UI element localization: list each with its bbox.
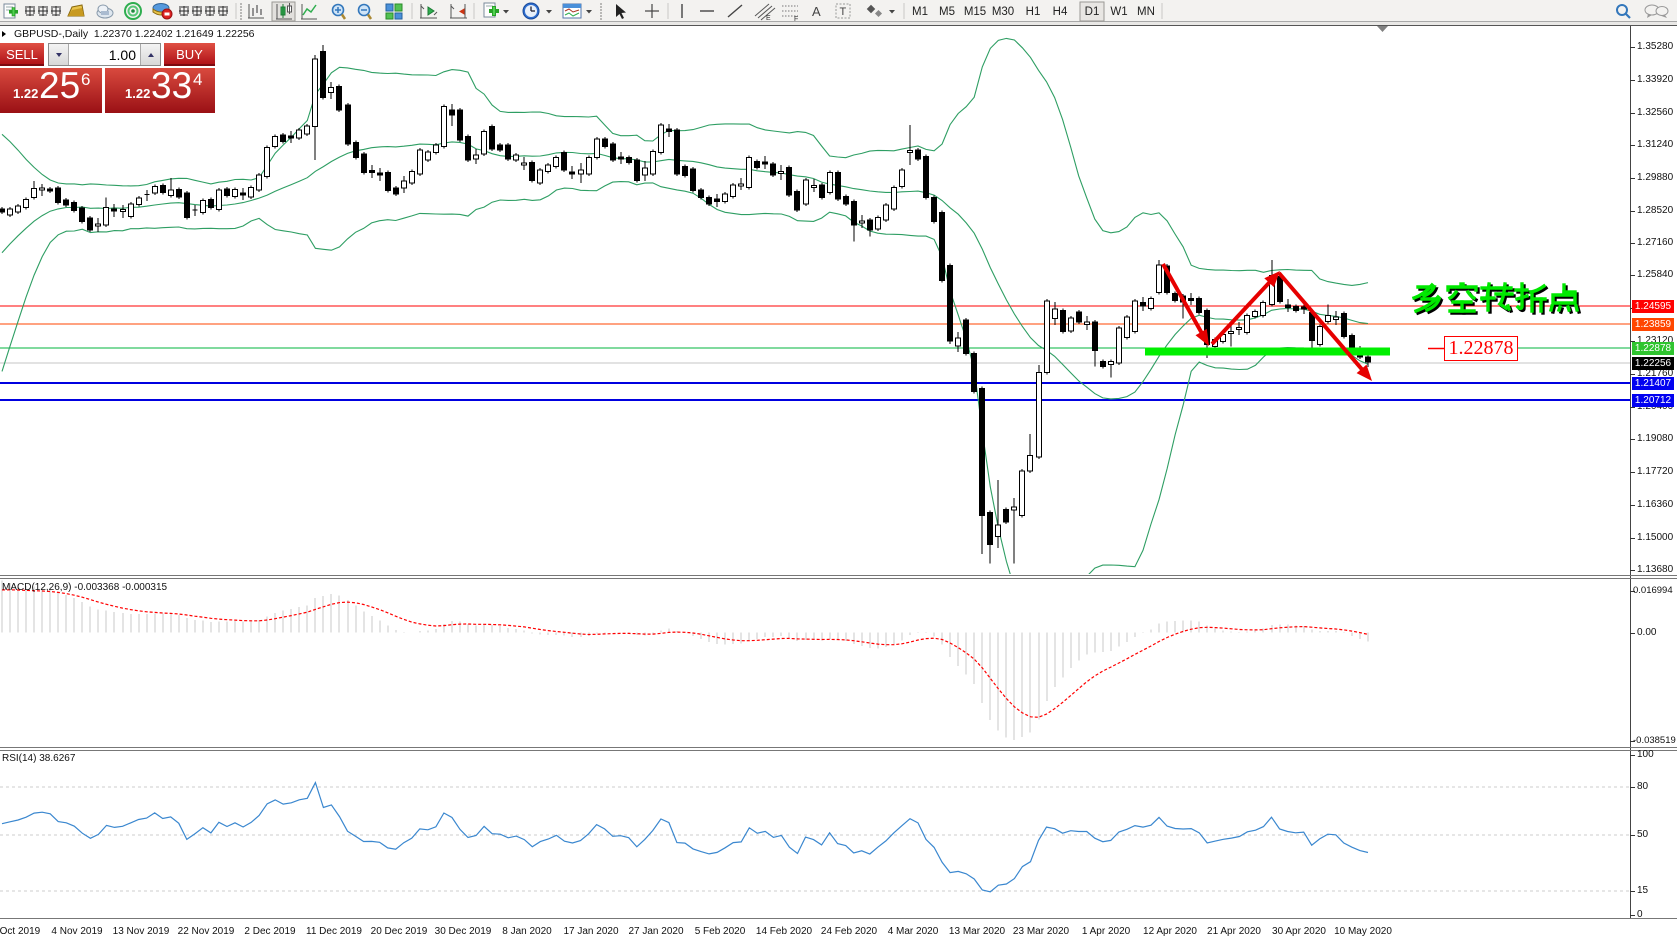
svg-text:M15: M15: [964, 6, 986, 18]
svg-text:H1: H1: [1026, 6, 1041, 18]
svg-text:M5: M5: [939, 6, 955, 18]
svg-text:M30: M30: [992, 6, 1014, 18]
svg-text:E: E: [766, 15, 771, 22]
svg-text:H4: H4: [1053, 6, 1068, 18]
svg-text:F: F: [794, 16, 798, 23]
svg-text:A: A: [812, 4, 821, 19]
svg-text:T: T: [840, 6, 847, 18]
svg-text:W1: W1: [1110, 6, 1127, 18]
svg-text:D1: D1: [1085, 6, 1100, 18]
svg-text:M1: M1: [912, 6, 928, 18]
svg-text:MN: MN: [1137, 6, 1155, 18]
